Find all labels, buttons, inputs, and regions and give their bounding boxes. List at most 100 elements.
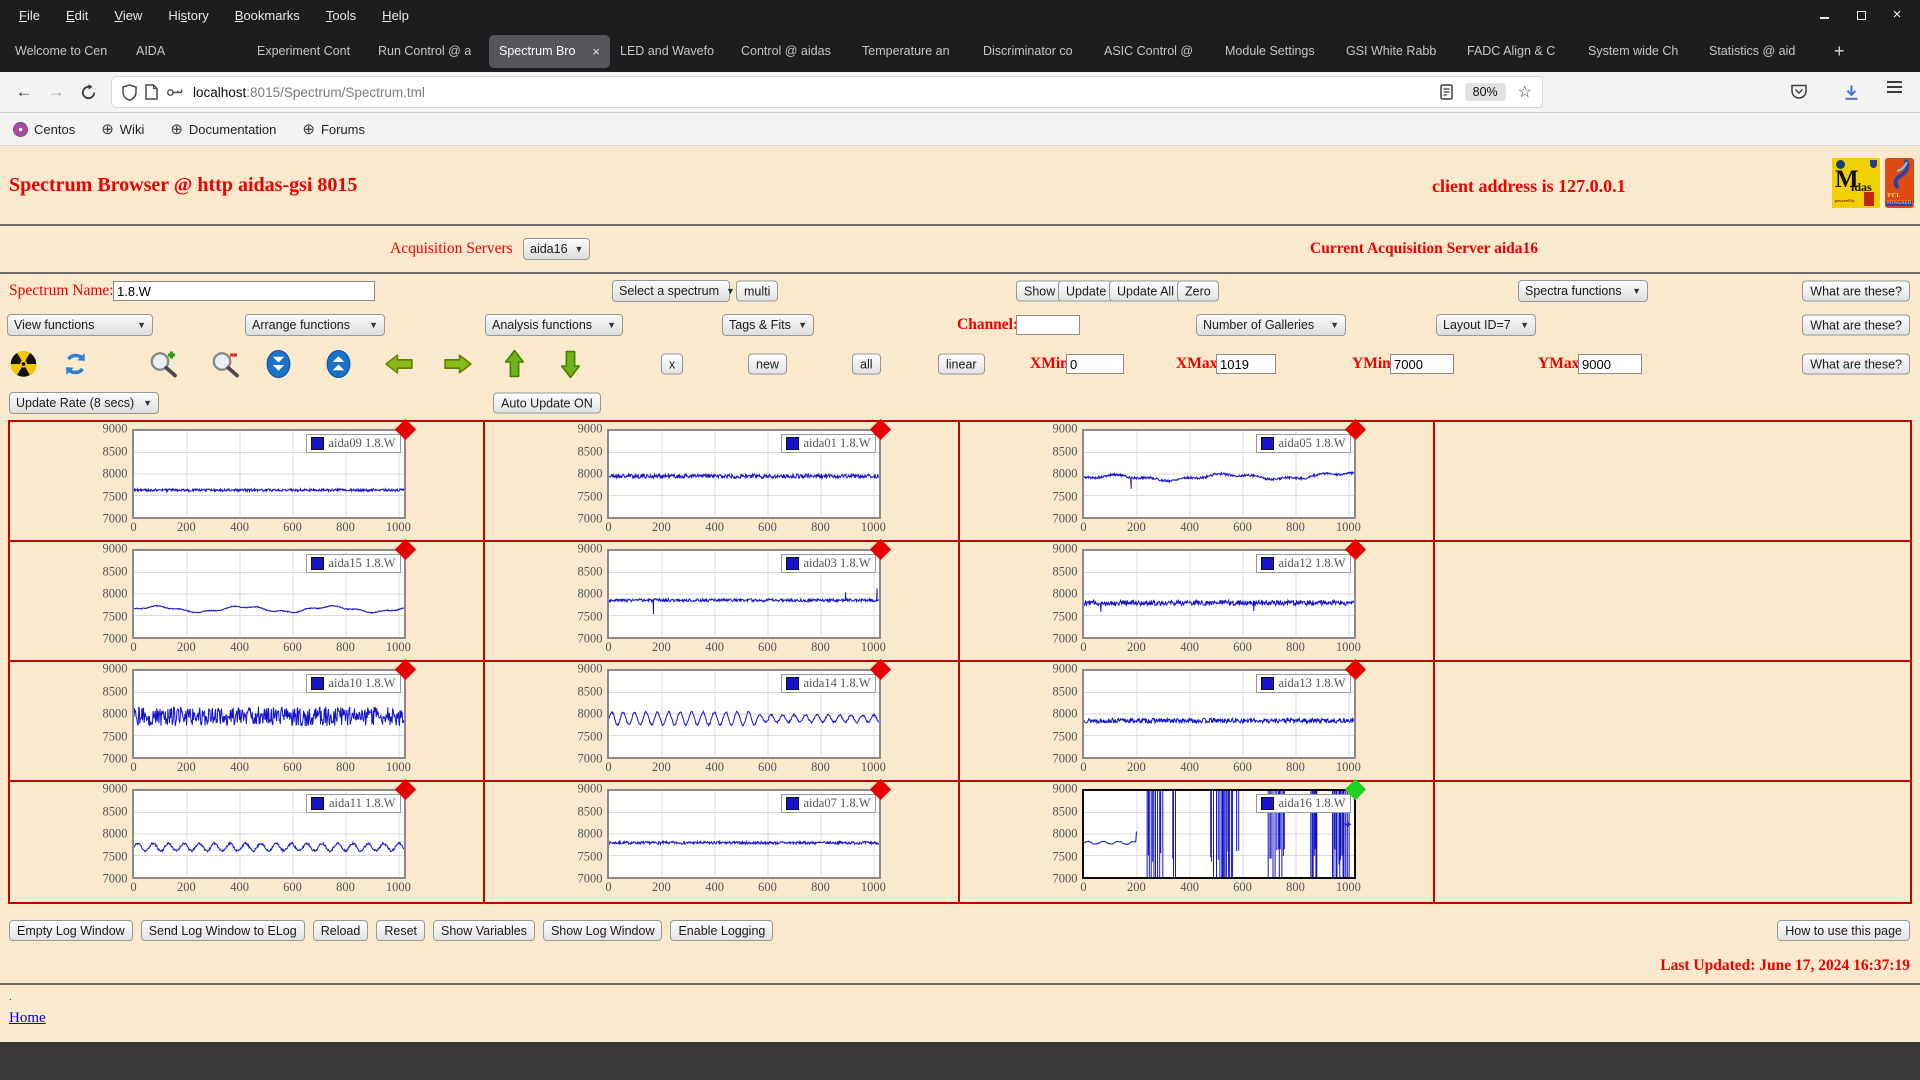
browser-tab[interactable]: System wide Ch	[1588, 44, 1679, 58]
permissions-icon[interactable]	[166, 87, 183, 98]
page-icon[interactable]	[145, 84, 158, 100]
browser-tab[interactable]: GSI White Rabb	[1346, 44, 1437, 58]
tab-close-icon[interactable]: ×	[592, 43, 600, 59]
layout-id-dropdown[interactable]: Layout ID=7 ▼	[1436, 314, 1536, 336]
plot-area[interactable]: aida05 1.8.W	[1081, 418, 1366, 519]
plot-area[interactable]: aida16 1.8.W	[1081, 778, 1366, 879]
radiation-icon[interactable]	[10, 351, 37, 378]
menu-file[interactable]: File	[19, 7, 40, 23]
reload-button[interactable]: Reload	[312, 920, 369, 941]
shield-icon[interactable]	[122, 83, 137, 101]
url-text[interactable]: localhost:8015/Spectrum/Spectrum.tml	[193, 84, 425, 100]
browser-tab[interactable]: Spectrum Bro ×	[489, 34, 610, 68]
arrow-right-icon[interactable]	[442, 352, 473, 377]
auto-update-button[interactable]: Auto Update ON	[493, 392, 601, 414]
send-log-window-to-elog-button[interactable]: Send Log Window to ELog	[140, 920, 305, 941]
all-button[interactable]: all	[852, 353, 881, 375]
menu-history[interactable]: History	[168, 7, 209, 23]
plot-area[interactable]: aida10 1.8.W	[131, 658, 416, 759]
show-log-window-button[interactable]: Show Log Window	[542, 920, 663, 941]
plot-area[interactable]: aida01 1.8.W	[606, 418, 891, 519]
xmax-input[interactable]	[1216, 354, 1276, 374]
select-spectrum-dropdown[interactable]: Select a spectrum ▼	[612, 280, 735, 302]
menu-tools[interactable]: Tools	[325, 7, 357, 23]
arrow-left-icon[interactable]	[384, 352, 415, 377]
tags-fits-dropdown[interactable]: Tags & Fits ▼	[722, 314, 814, 336]
browser-tab[interactable]: Discriminator co	[983, 44, 1073, 58]
plot-area[interactable]: aida15 1.8.W	[131, 538, 416, 639]
arrange-functions-dropdown[interactable]: Arrange functions ▼	[245, 314, 385, 336]
browser-tab[interactable]: ASIC Control @	[1104, 44, 1194, 58]
pocket-icon[interactable]	[1783, 78, 1815, 106]
menu-edit[interactable]: Edit	[65, 7, 89, 23]
what-are-these-button-3[interactable]: What are these?	[1802, 353, 1910, 375]
reader-mode-icon[interactable]	[1439, 84, 1453, 100]
plot-area[interactable]: aida12 1.8.W	[1081, 538, 1366, 639]
minimize-icon[interactable]	[1818, 8, 1832, 22]
reset-button[interactable]: Reset	[376, 920, 425, 941]
browser-tab[interactable]: Welcome to Cen	[15, 44, 108, 58]
channel-input[interactable]	[1016, 315, 1080, 335]
xmin-input[interactable]	[1066, 354, 1124, 374]
acquisition-server-select[interactable]: aida16 ▼	[523, 238, 591, 260]
compress-icon[interactable]	[266, 350, 291, 379]
bookmark-star-icon[interactable]: ☆	[1517, 84, 1532, 101]
browser-tab[interactable]: Experiment Cont	[257, 44, 351, 58]
home-link[interactable]: Home	[9, 1010, 46, 1026]
spectrum-name-input[interactable]	[113, 281, 375, 301]
refresh-icon[interactable]	[62, 351, 89, 378]
browser-tab[interactable]: Statistics @ aid	[1709, 44, 1796, 58]
menu-hamburger-icon[interactable]	[1887, 78, 1902, 106]
view-functions-dropdown[interactable]: View functions ▼	[7, 314, 153, 336]
menu-bookmarks[interactable]: Bookmarks	[234, 7, 300, 23]
plot-area[interactable]: aida14 1.8.W	[606, 658, 891, 759]
bookmark-documentation[interactable]: ⊕ Documentation	[170, 120, 277, 138]
browser-tab[interactable]: Module Settings	[1225, 44, 1315, 58]
ymin-input[interactable]	[1390, 354, 1454, 374]
url-bar[interactable]: localhost:8015/Spectrum/Spectrum.tml 80%…	[112, 77, 1542, 107]
browser-tab[interactable]: Control @ aidas	[741, 44, 831, 58]
number-of-galleries-dropdown[interactable]: Number of Galleries ▼	[1196, 314, 1346, 336]
zero-button[interactable]: Zero	[1177, 280, 1219, 302]
linear-button[interactable]: linear	[938, 353, 985, 375]
bookmark-forums[interactable]: ⊕ Forums	[302, 120, 365, 138]
browser-tab[interactable]: LED and Wavefo	[620, 44, 715, 58]
how-to-use-button[interactable]: How to use this page	[1777, 920, 1910, 941]
empty-log-window-button[interactable]: Empty Log Window	[9, 920, 133, 941]
download-icon[interactable]	[1835, 78, 1867, 106]
show-variables-button[interactable]: Show Variables	[433, 920, 535, 941]
analysis-functions-dropdown[interactable]: Analysis functions ▼	[485, 314, 623, 336]
spectra-functions-dropdown[interactable]: Spectra functions ▼	[1518, 280, 1648, 302]
zoom-out-icon[interactable]	[210, 349, 241, 380]
menu-view[interactable]: View	[114, 7, 143, 23]
reload-icon[interactable]	[72, 78, 104, 106]
new-tab-button[interactable]: +	[1834, 40, 1845, 61]
multi-button[interactable]: multi	[736, 280, 779, 302]
update-button[interactable]: Update	[1058, 280, 1115, 302]
plot-area[interactable]: aida13 1.8.W	[1081, 658, 1366, 759]
new-button[interactable]: new	[748, 353, 787, 375]
bookmark-centos[interactable]: Centos	[13, 121, 75, 137]
plot-area[interactable]: aida03 1.8.W	[606, 538, 891, 639]
update-rate-dropdown[interactable]: Update Rate (8 secs) ▼	[9, 392, 159, 414]
ymax-input[interactable]	[1578, 354, 1642, 374]
arrow-down-icon[interactable]	[558, 349, 583, 380]
zoom-in-icon[interactable]	[148, 349, 179, 380]
plot-area[interactable]: aida09 1.8.W	[131, 418, 416, 519]
browser-tab[interactable]: Run Control @ a	[378, 44, 472, 58]
forward-icon[interactable]: →	[47, 82, 65, 101]
close-icon[interactable]: ×	[1892, 6, 1902, 23]
enable-logging-button[interactable]: Enable Logging	[670, 920, 774, 941]
browser-tab[interactable]: FADC Align & C	[1467, 44, 1556, 58]
expand-icon[interactable]	[326, 350, 351, 379]
arrow-up-icon[interactable]	[502, 349, 527, 380]
browser-tab[interactable]: Temperature an	[862, 44, 950, 58]
show-button[interactable]: Show	[1016, 280, 1064, 302]
update-all-button[interactable]: Update All	[1109, 280, 1182, 302]
zoom-level-badge[interactable]: 80%	[1464, 83, 1506, 101]
what-are-these-button-1[interactable]: What are these?	[1802, 280, 1910, 302]
menu-help[interactable]: Help	[382, 7, 409, 23]
maximize-icon[interactable]	[1854, 8, 1868, 22]
plot-area[interactable]: aida11 1.8.W	[131, 778, 416, 879]
browser-tab[interactable]: AIDA	[136, 44, 166, 58]
